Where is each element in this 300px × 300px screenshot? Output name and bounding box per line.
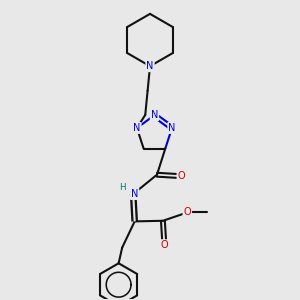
Text: H: H: [119, 183, 126, 192]
Text: N: N: [151, 110, 158, 120]
Text: N: N: [131, 189, 138, 199]
Text: N: N: [133, 123, 141, 133]
Text: O: O: [178, 171, 185, 181]
Text: N: N: [168, 123, 176, 133]
Text: O: O: [184, 208, 191, 218]
Text: O: O: [160, 240, 168, 250]
Text: N: N: [146, 61, 154, 71]
